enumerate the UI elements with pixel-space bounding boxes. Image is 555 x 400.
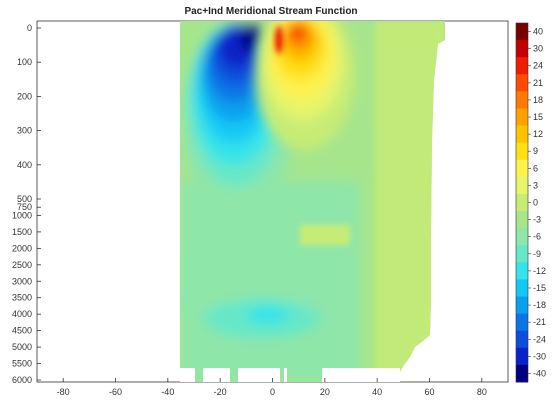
colorbar-segment [516,330,528,349]
colorbar-segment [516,245,528,263]
colorbar-tick-label: 12 [533,129,543,139]
chart-title: Pac+Ind Meridional Stream Function [184,6,357,17]
colorbar-segment [516,142,528,161]
colorbar-segment [516,159,528,178]
colorbar-segment [516,347,528,366]
positive-cell [255,21,355,150]
y-tick-label: 4500 [12,326,32,336]
colorbar-tick-label: 6 [533,163,538,173]
x-tick-label: -40 [161,387,174,397]
y-tick-label: 300 [17,126,32,136]
colorbar-tick-label: -12 [533,266,546,276]
colorbar-tick-label: -21 [533,317,546,327]
colorbar-tick-label: -40 [533,368,546,378]
y-tick-label: 1000 [12,210,32,220]
colorbar-segment [516,364,528,383]
x-tick-label: -60 [109,387,122,397]
y-tick-label: 3500 [12,293,32,303]
colorbar-tick-label: 15 [533,112,543,122]
y-tick-label: 4000 [12,309,32,319]
x-tick-label: 20 [320,387,330,397]
y-tick-label: 5500 [12,359,32,369]
stream-function-field [180,21,445,382]
y-tick-label: 100 [17,57,32,67]
x-tick-label: 60 [424,387,434,397]
y-tick-label: 2500 [12,260,32,270]
y-tick-label: 200 [17,91,32,101]
colorbar-segment [516,40,528,58]
colorbar-segment [516,91,528,109]
y-tick-label: 3000 [12,276,32,286]
bathymetry-mask [180,368,400,382]
colorbar-segment [516,23,528,41]
x-tick-label: 80 [477,387,487,397]
y-tick-label: 0 [27,23,32,33]
colorbar-segment [516,262,528,280]
colorbar-tick-label: 0 [533,198,538,208]
colorbar-segment [516,125,528,144]
colorbar-segment [516,108,528,127]
equatorial-band [275,26,283,54]
colorbar-tick-label: -15 [533,283,546,293]
colorbar: 403024211815129630-3-6-9-12-15-18-21-24-… [515,22,546,383]
colorbar-tick-label: 21 [533,78,543,88]
colorbar-tick-label: -30 [533,351,546,361]
y-tick-label: 400 [17,160,32,170]
colorbar-tick-label: 40 [533,27,543,37]
x-tick-label: 40 [372,387,382,397]
colorbar-tick-label: 9 [533,146,538,156]
colorbar-segment [516,279,528,298]
colorbar-tick-label: -6 [533,232,541,242]
colorbar-tick-label: -24 [533,334,546,344]
y-tick-label: 750 [17,202,32,212]
colorbar-tick-label: -9 [533,249,541,259]
x-tick-label: 0 [270,387,275,397]
x-tick-label: -80 [57,387,70,397]
colorbar-tick-label: 30 [533,44,543,54]
colorbar-segment [516,296,528,315]
colorbar-tick-label: 18 [533,95,543,105]
colorbar-segment [516,193,528,212]
abyssal-cell [180,287,320,338]
colorbar-segment [516,313,528,332]
y-tick-label: 5000 [12,342,32,352]
colorbar-tick-label: 3 [533,180,538,190]
colorbar-segment [516,211,528,229]
colorbar-segment [516,176,528,195]
x-tick-label: -20 [214,387,227,397]
y-tick-label: 6000 [12,375,32,385]
y-tick-label: 500 [17,194,32,204]
y-tick-label: 1500 [12,227,32,237]
colorbar-tick-label: -18 [533,300,546,310]
y-tick-label: 2000 [12,243,32,253]
colorbar-tick-label: 24 [533,61,543,71]
colorbar-segment [516,228,528,246]
colorbar-tick-label: -3 [533,215,541,225]
colorbar-segment [516,57,528,75]
x-axis: -80 -60 -40 -20 0 20 40 60 80 [57,378,487,397]
colorbar-segment [516,74,528,92]
